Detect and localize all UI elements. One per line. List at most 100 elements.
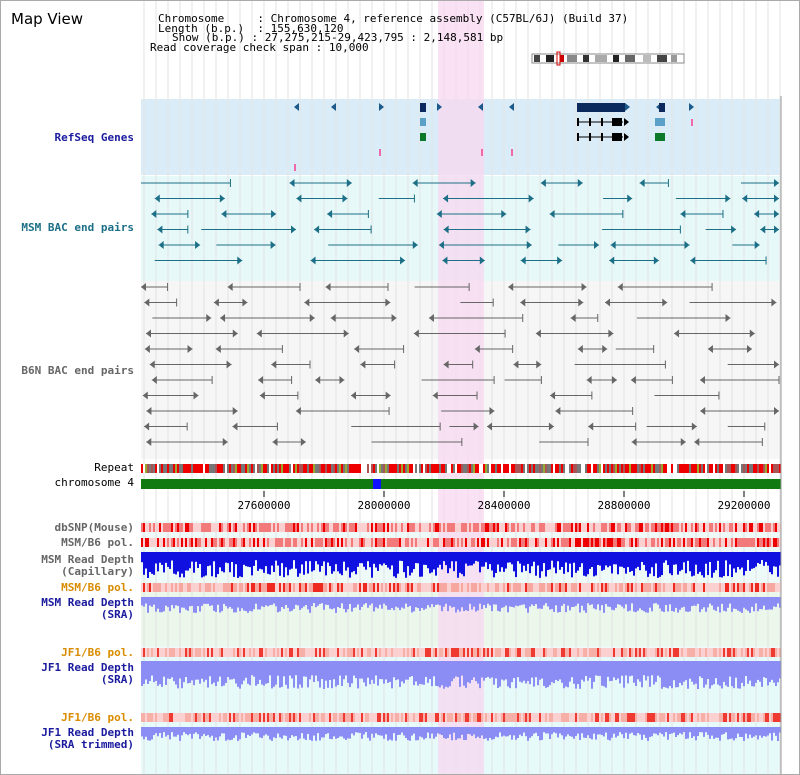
polymorphism-strip [665,538,667,547]
polymorphism-strip [479,713,481,722]
track-label-msm-b6-pol-1[interactable]: MSM/B6 pol. [61,536,134,549]
polymorphism-strip [667,648,669,657]
polymorphism-strip [291,648,293,657]
read-depth-bar [179,552,181,578]
polymorphism-strip [719,583,721,592]
read-depth-bar [603,552,605,570]
read-depth-bar [487,661,489,677]
read-depth-bar [595,552,597,576]
read-depth-bar [667,597,669,612]
track-label-msm-b6-pol-2[interactable]: MSM/B6 pol. [61,581,134,594]
polymorphism-strip [163,648,165,657]
feature-arrow [557,256,563,265]
read-depth-bar [689,661,691,679]
read-depth-bar [563,552,565,574]
track-label-msm-depth-cap-1[interactable]: MSM Read Depth [41,553,134,566]
polymorphism-strip [713,583,715,592]
polymorphism-strip [443,648,445,657]
polymorphism-strip [501,648,503,657]
polymorphism-strip [593,523,595,532]
track-label-dbsnp[interactable]: dbSNP(Mouse) [54,521,134,534]
polymorphism-strip [647,523,649,532]
polymorphism-strip [423,648,425,657]
polymorphism-strip [605,523,607,532]
polymorphism-strip [745,648,747,657]
polymorphism-strip [545,713,547,722]
polymorphism-strip [211,713,213,722]
repeat-segment [423,464,425,473]
polymorphism-strip [597,648,599,657]
polymorphism-strip [181,538,183,547]
track-label-jf1-depth-1[interactable]: JF1 Read Depth [41,661,134,674]
read-depth-bar [675,597,677,608]
track-label-b6n-bac[interactable]: B6N BAC end pairs [21,364,134,377]
read-depth-bar [299,727,301,739]
read-depth-bar [485,597,487,608]
feature-arrow [691,422,697,431]
read-depth-bar [227,597,229,609]
polymorphism-strip [755,648,757,657]
polymorphism-strip [195,538,197,547]
polymorphism-strip [675,583,677,592]
read-depth-bar [457,597,459,610]
polymorphism-strip [323,648,325,657]
track-label-jf1-pol-1[interactable]: JF1/B6 pol. [61,646,134,659]
polymorphism-strip [719,538,721,547]
read-depth-bar [201,661,203,679]
repeat-segment [413,464,415,473]
read-depth-bar [683,552,685,563]
polymorphism-strip [265,648,267,657]
track-label-jf1-pol-2[interactable]: JF1/B6 pol. [61,711,134,724]
read-depth-bar [269,552,271,575]
read-depth-bar [655,597,657,604]
polymorphism-strip [559,583,561,592]
polymorphism-strip [545,648,547,657]
polymorphism-strip [315,538,317,547]
track-label-refseq[interactable]: RefSeq Genes [54,131,134,144]
polymorphism-strip [213,583,215,592]
polymorphism-strip [339,713,341,722]
polymorphism-strip [143,538,145,547]
feature-arrow [617,283,623,291]
read-depth-bar [691,597,693,607]
polymorphism-strip [655,583,657,592]
polymorphism-strip [763,538,765,547]
track-label-msm-bac[interactable]: MSM BAC end pairs [21,221,134,234]
read-depth-bar [249,597,251,611]
read-depth-bar [735,727,737,739]
polymorphism-strip [169,648,171,657]
repeat-segment [219,464,221,473]
polymorphism-strip [561,713,563,722]
polymorphism-strip [743,648,745,657]
polymorphism-strip [621,713,623,722]
read-depth-bar [691,727,693,738]
polymorphism-strip [429,523,431,532]
read-depth-bar [499,597,501,612]
repeat-segment [315,464,317,473]
polymorphism-strip [691,713,693,722]
read-depth-bar [155,552,157,564]
track-label-jf1-trim-1[interactable]: JF1 Read Depth [41,726,134,739]
polymorphism-strip [215,523,217,532]
feature-arrow [525,225,531,234]
polymorphism-strip [509,523,511,532]
read-depth-bar [283,552,285,578]
repeat-segment [761,464,763,473]
read-depth-bar [697,661,699,689]
read-depth-bar [305,727,307,741]
read-depth-bar [385,552,387,565]
polymorphism-strip [695,538,697,547]
repeat-segment [619,464,621,473]
read-depth-bar [335,597,337,613]
polymorphism-strip [757,583,759,592]
polymorphism-strip [305,648,307,657]
read-depth-bar [635,597,637,613]
polymorphism-strip [731,538,733,547]
polymorphism-strip [427,713,429,722]
read-depth-bar [197,597,199,607]
polymorphism-strip [249,538,251,547]
read-depth-bar [707,661,709,680]
track-label-msm-depth-sra-1[interactable]: MSM Read Depth [41,596,134,609]
polymorphism-strip [529,713,531,722]
